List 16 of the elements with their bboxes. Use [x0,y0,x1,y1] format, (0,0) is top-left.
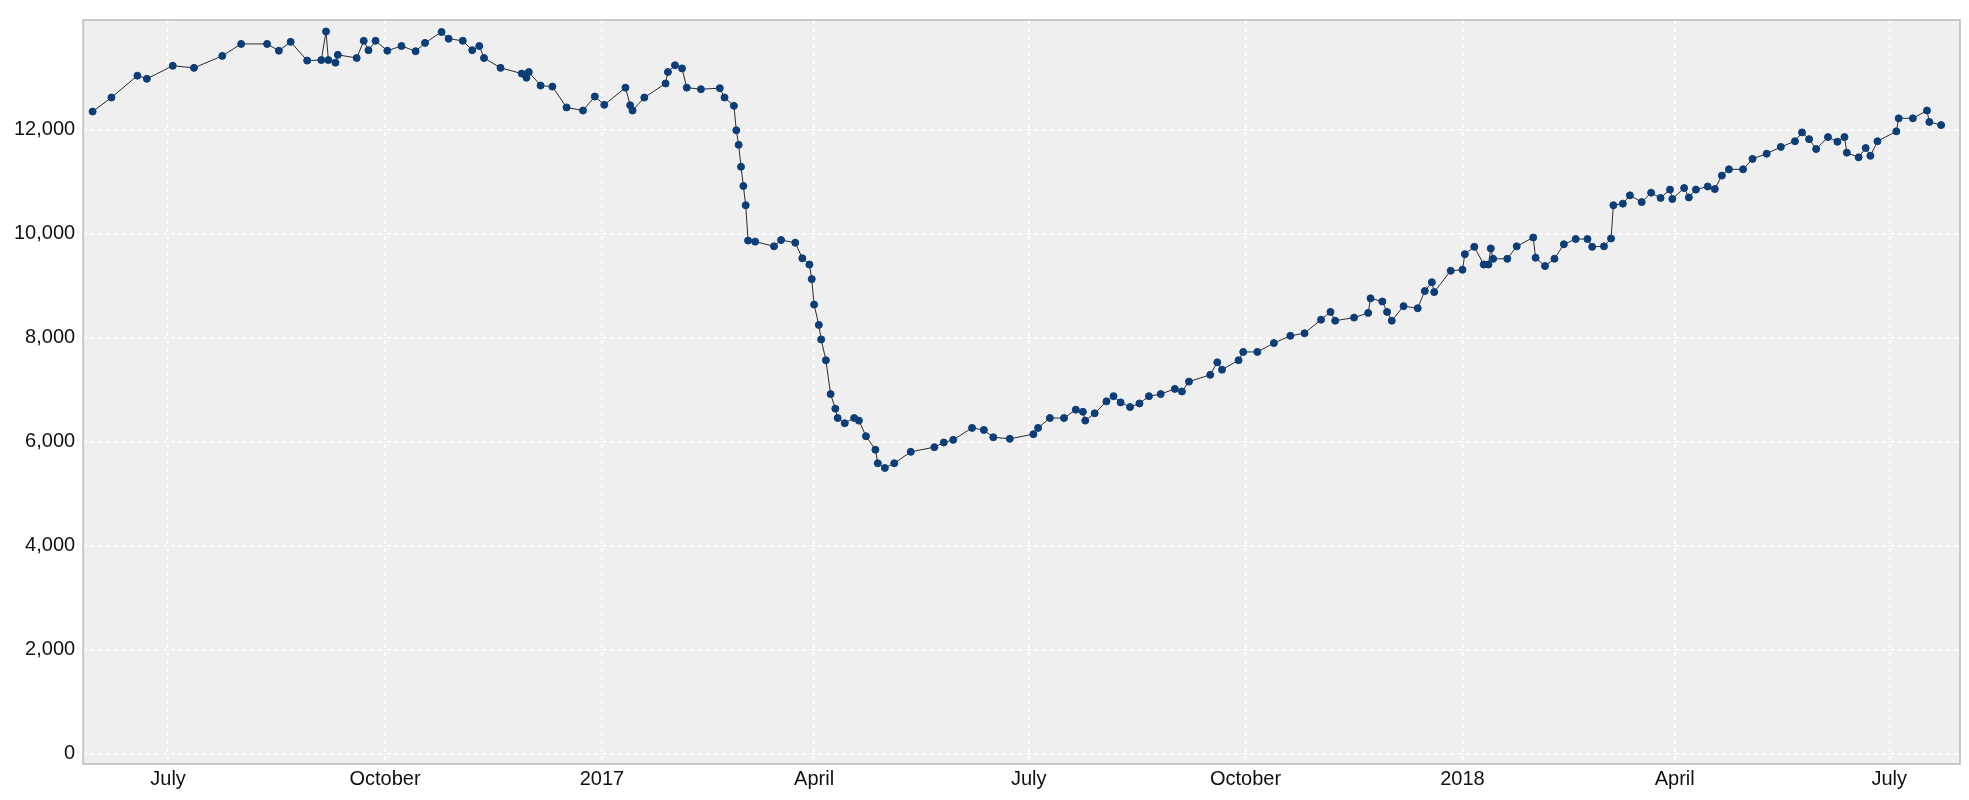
y-tick-label: 12,000 [14,116,76,139]
y-tick-label: 10,000 [14,220,76,243]
x-tick-label: 2017 [579,766,625,789]
y-tick-label: 0 [64,741,76,764]
y-tick-label: 6,000 [25,428,76,451]
y-tick-label: 8,000 [25,324,76,347]
x-tick-label: July [150,766,186,789]
x-tick-label: April [1654,766,1695,789]
y-tick-label: 2,000 [25,637,76,660]
y-tick-label: 4,000 [25,533,76,555]
x-tick-label: October [1210,766,1282,789]
x-tick-label: 2018 [1440,766,1485,789]
x-tick-label: October [349,766,421,789]
x-tick-label: April [794,766,835,789]
x-tick-label: July [1871,766,1908,789]
x-tick-label: July [1010,766,1047,789]
